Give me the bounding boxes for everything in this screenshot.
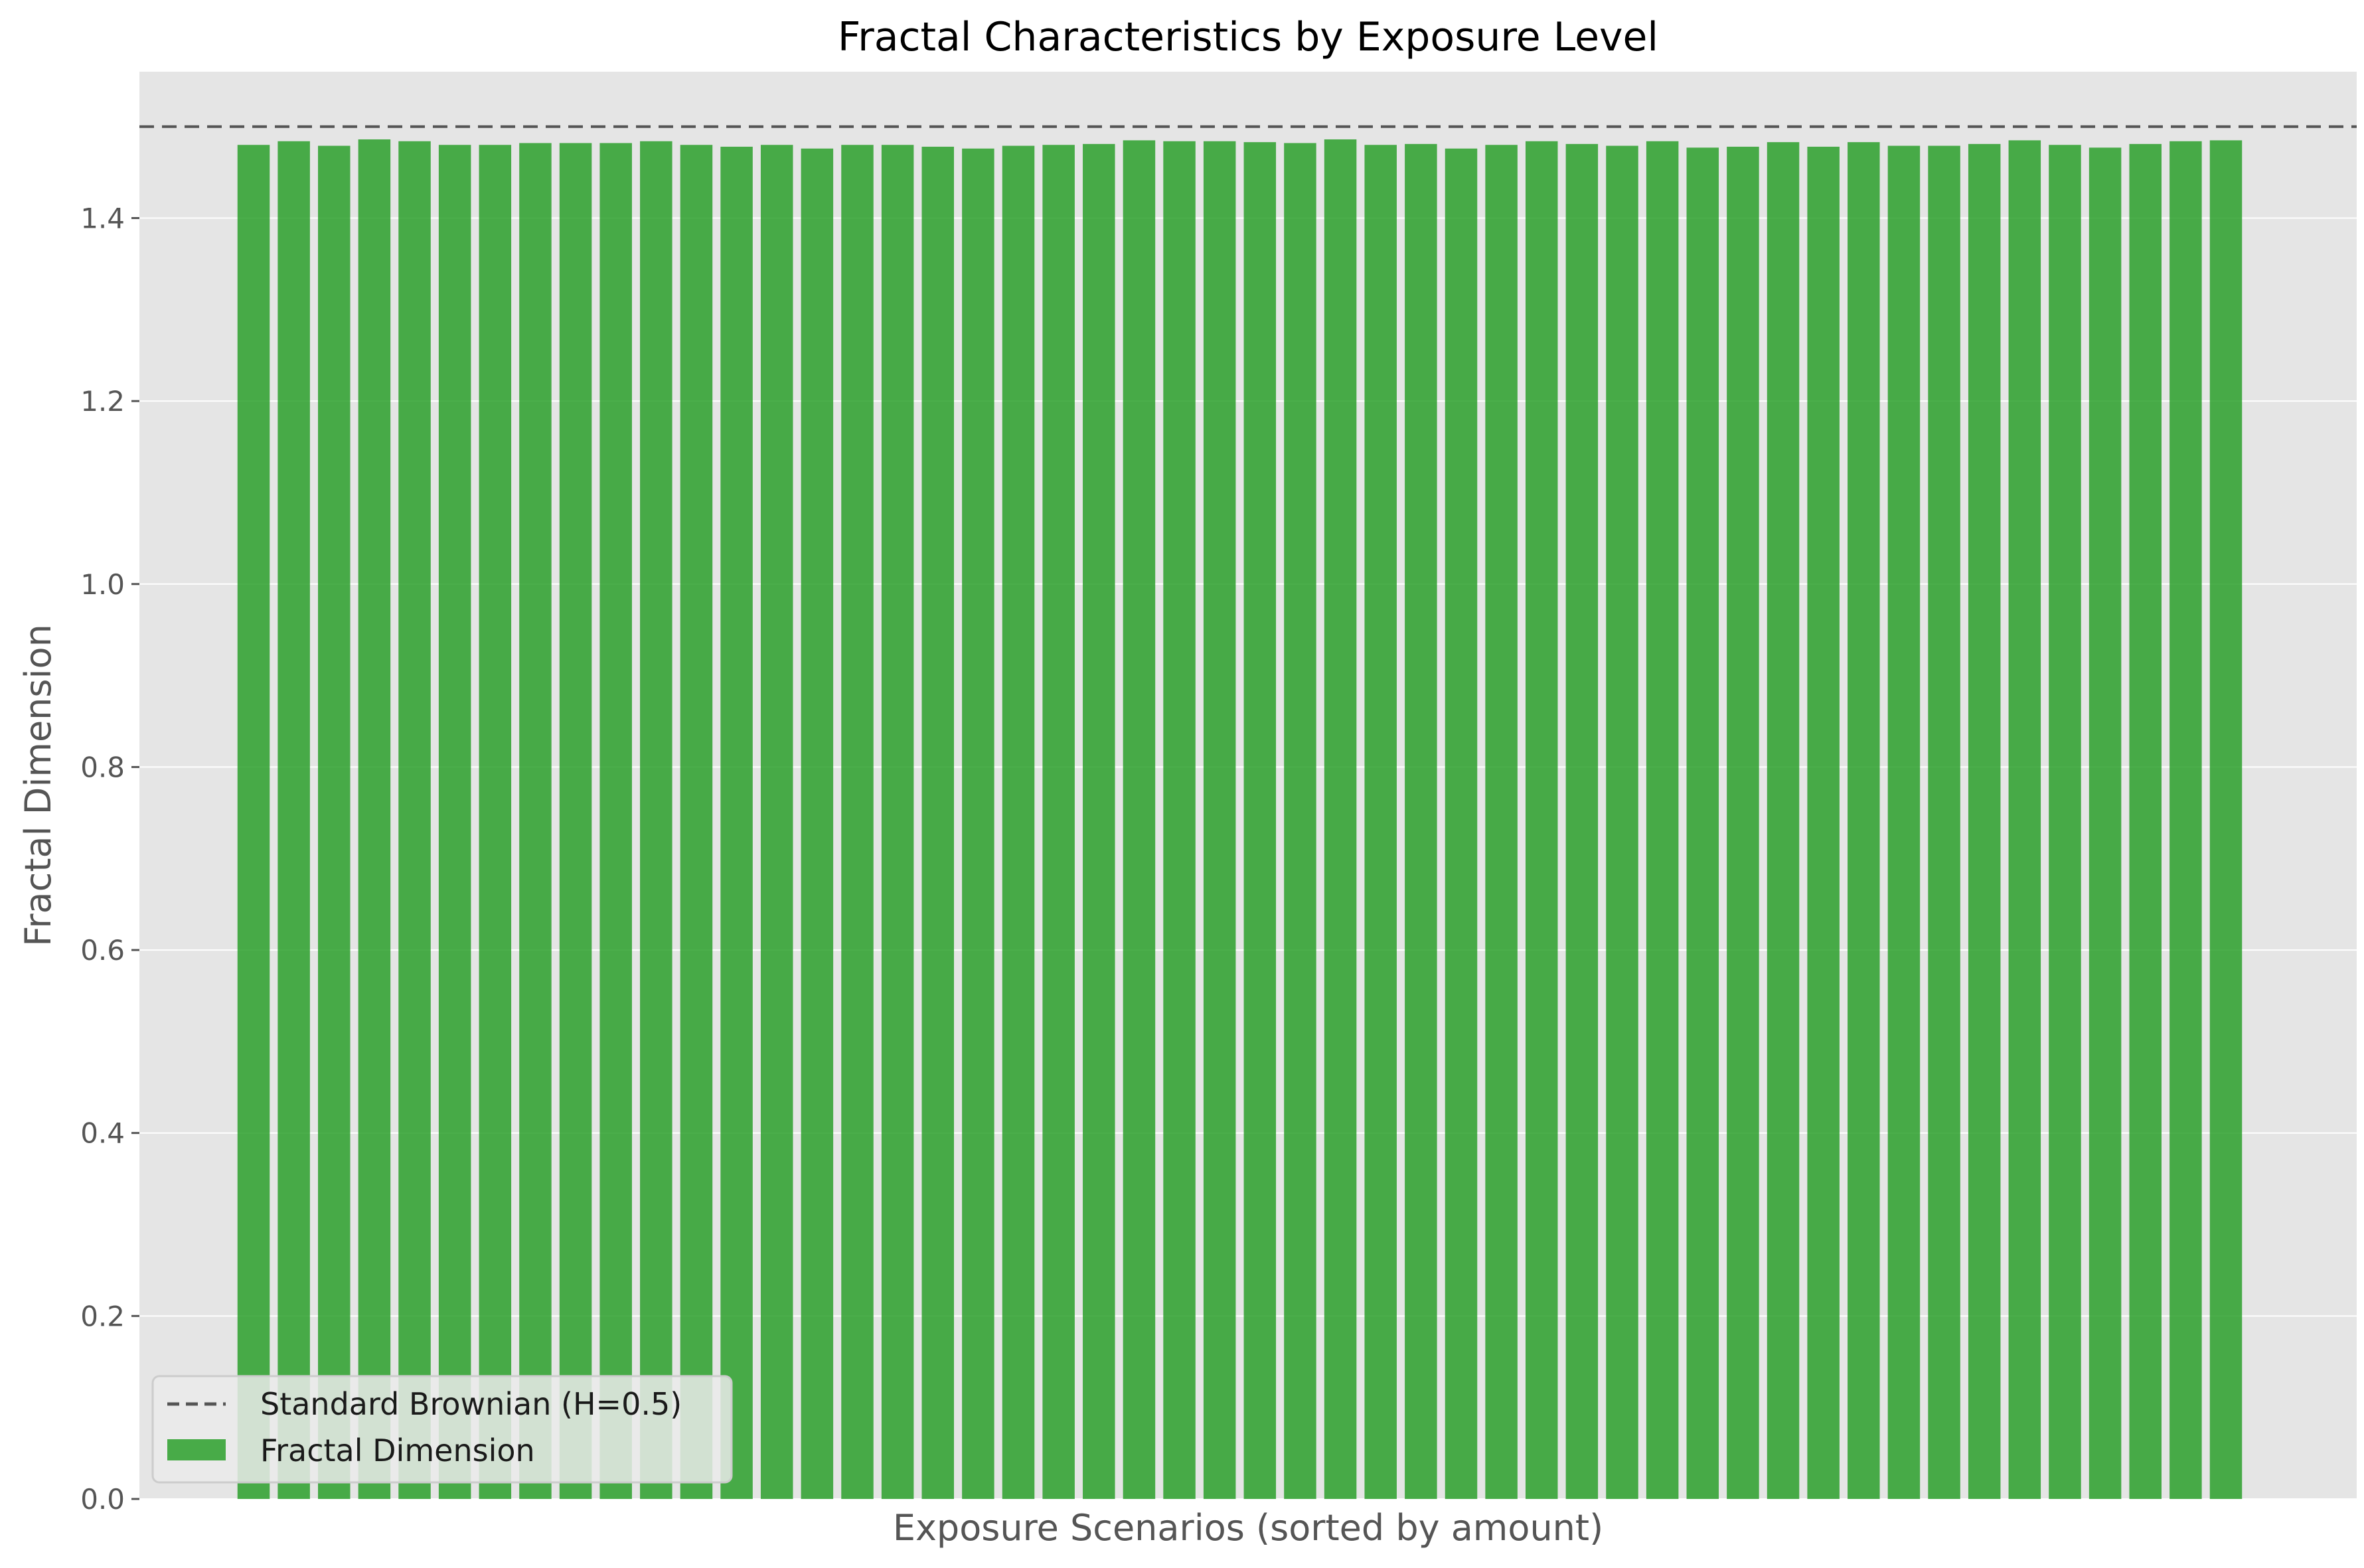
- bar: [1887, 145, 1921, 1499]
- bar: [1727, 147, 1759, 1499]
- y-tick-label: 0.2: [80, 1300, 125, 1332]
- x-axis-label: Exposure Scenarios (sorted by amount): [893, 1507, 1603, 1549]
- bar: [2049, 145, 2081, 1500]
- legend-box: [151, 1375, 733, 1484]
- bar: [519, 143, 552, 1499]
- bar: [599, 143, 632, 1499]
- bar: [1203, 141, 1236, 1499]
- y-tick-label: 1.4: [80, 202, 125, 235]
- bar: [1565, 143, 1599, 1500]
- bar: [1968, 143, 2001, 1500]
- y-tick-label: 0.6: [80, 934, 125, 967]
- chart-title: Fractal Characteristics by Exposure Leve…: [838, 14, 1658, 60]
- bar: [1083, 143, 1115, 1500]
- bar: [358, 139, 391, 1499]
- bar: [2088, 147, 2122, 1500]
- bar: [2008, 140, 2041, 1500]
- bar: [680, 145, 713, 1500]
- y-tick-label: 0.4: [80, 1117, 125, 1150]
- legend-label-reference: Standard Brownian (H=0.5): [260, 1386, 682, 1422]
- bar: [1445, 148, 1478, 1499]
- bar: [1324, 139, 1357, 1499]
- bar: [1606, 145, 1638, 1499]
- bar: [1243, 142, 1277, 1499]
- bar: [277, 141, 310, 1499]
- bar: [1364, 145, 1397, 1500]
- bar: [1485, 145, 1518, 1500]
- bar: [1928, 145, 1960, 1499]
- bar: [1163, 141, 1196, 1499]
- bar: [237, 145, 270, 1500]
- y-tick-label: 1.2: [80, 385, 125, 418]
- bar: [1686, 147, 1719, 1500]
- bar: [2169, 141, 2202, 1499]
- y-axis-ticks: 0.0 0.2 0.4 0.6 0.8 1.0 1.2 1.4: [80, 202, 139, 1516]
- bar: [2129, 143, 2162, 1500]
- bar: [1042, 145, 1075, 1500]
- bar: [1525, 141, 1558, 1499]
- y-tick-label: 0.0: [80, 1483, 125, 1516]
- bar: [1848, 142, 1880, 1499]
- bar: [2209, 140, 2243, 1500]
- bar: [479, 145, 512, 1500]
- legend-bar-swatch: [167, 1439, 226, 1460]
- bar: [1405, 143, 1437, 1500]
- bar: [881, 145, 914, 1500]
- bar: [801, 148, 834, 1499]
- bar: [921, 147, 955, 1499]
- y-tick-label: 1.0: [80, 568, 125, 601]
- bar: [1123, 140, 1156, 1500]
- bar: [1646, 141, 1679, 1499]
- bar: [640, 141, 672, 1499]
- y-axis-label: Fractal Dimension: [17, 624, 59, 947]
- bar: [962, 148, 994, 1499]
- bar: [398, 141, 431, 1499]
- bar: [318, 145, 351, 1499]
- bars: [237, 139, 2243, 1500]
- bar: [559, 143, 592, 1499]
- legend-label-series: Fractal Dimension: [260, 1433, 535, 1468]
- y-tick-label: 0.8: [80, 751, 125, 783]
- bar: [841, 145, 874, 1500]
- bar: [1284, 143, 1316, 1499]
- legend: Standard Brownian (H=0.5) Fractal Dimens…: [151, 1375, 733, 1484]
- bar: [1767, 142, 1800, 1499]
- bar: [720, 147, 753, 1499]
- bar: [760, 145, 793, 1500]
- bar: [1807, 147, 1840, 1499]
- bar: [438, 145, 471, 1500]
- bar: [1002, 145, 1035, 1499]
